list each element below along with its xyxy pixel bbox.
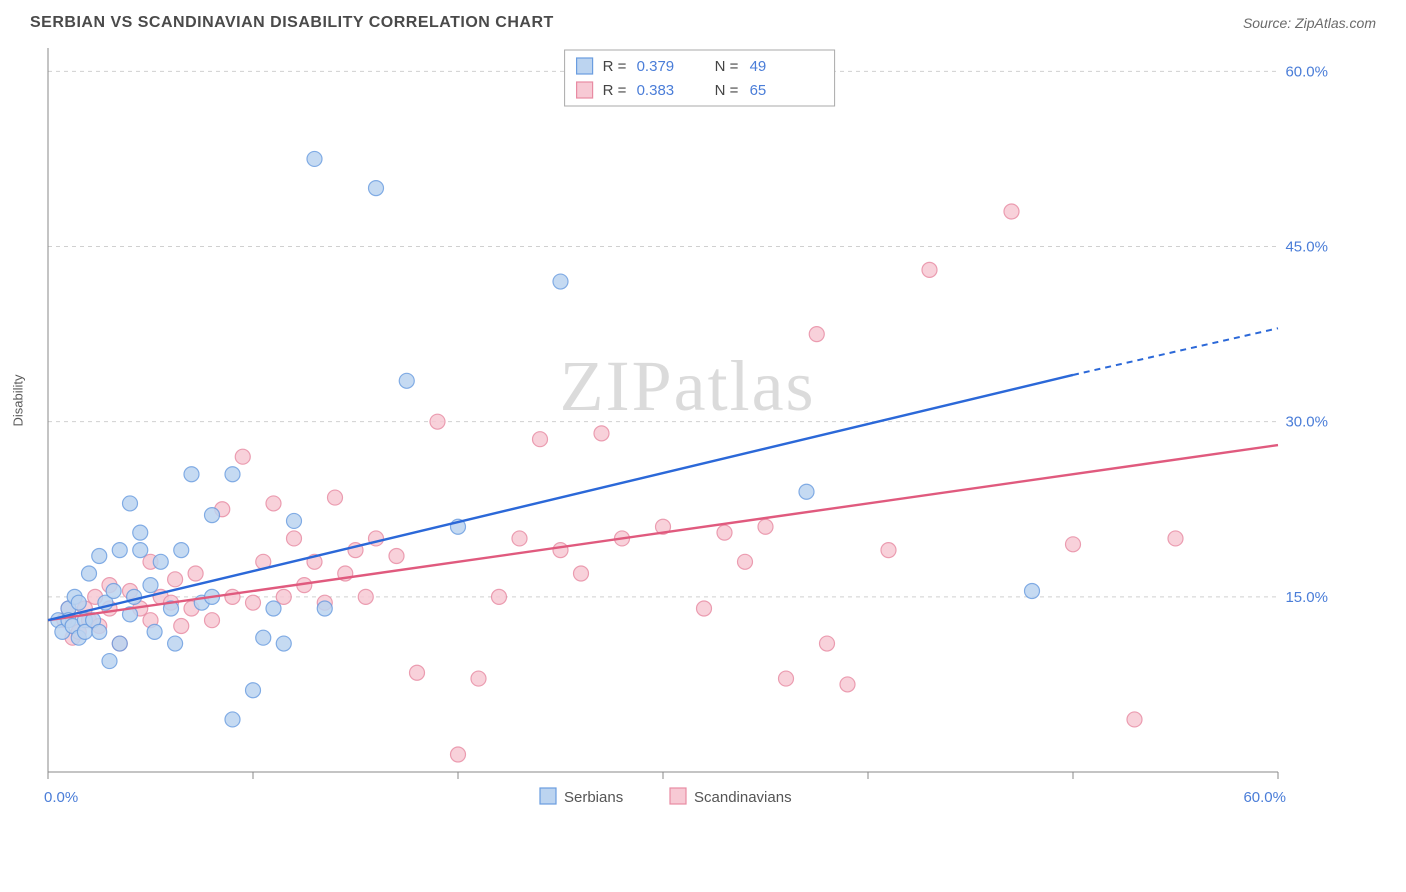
- data-point: [717, 525, 732, 540]
- data-point: [112, 543, 127, 558]
- data-point: [799, 484, 814, 499]
- data-point: [123, 496, 138, 511]
- y-tick-label: 15.0%: [1285, 589, 1328, 606]
- y-tick-label: 30.0%: [1285, 414, 1328, 431]
- data-point: [127, 589, 142, 604]
- legend-n-pink: 65: [750, 82, 767, 99]
- data-point: [174, 543, 189, 558]
- data-point: [235, 449, 250, 464]
- data-point: [307, 151, 322, 166]
- data-point: [389, 548, 404, 563]
- data-point: [92, 548, 107, 563]
- data-point: [188, 566, 203, 581]
- data-point: [225, 467, 240, 482]
- data-point: [317, 601, 332, 616]
- data-point: [266, 496, 281, 511]
- legend-r-pink: 0.383: [637, 82, 675, 99]
- chart-container: Disability 15.0%30.0%45.0%60.0%0.0%60.0%…: [30, 40, 1376, 850]
- data-point: [881, 543, 896, 558]
- data-point: [1025, 584, 1040, 599]
- data-point: [246, 595, 261, 610]
- data-point: [471, 671, 486, 686]
- data-point: [820, 636, 835, 651]
- legend-n-label: N =: [715, 58, 739, 75]
- data-point: [225, 712, 240, 727]
- bottom-swatch-blue: [540, 788, 556, 804]
- data-point: [256, 630, 271, 645]
- x-start-label: 0.0%: [44, 789, 78, 806]
- data-point: [369, 181, 384, 196]
- data-point: [779, 671, 794, 686]
- scatter-chart: 15.0% 30.0% 45.0% 60.0% 0.0% 60.0% ZIPatlas R =…: [30, 40, 1340, 850]
- data-point: [574, 566, 589, 581]
- data-point: [153, 554, 168, 569]
- data-point: [410, 665, 425, 680]
- bottom-legend-pink: Scandinavians: [694, 789, 792, 806]
- data-point: [533, 432, 548, 447]
- data-point: [430, 414, 445, 429]
- data-point: [133, 543, 148, 558]
- data-point: [922, 262, 937, 277]
- data-point: [246, 683, 261, 698]
- trendline-blue-ext: [1073, 328, 1278, 375]
- legend-r-blue: 0.379: [637, 58, 675, 75]
- source-attribution: Source: ZipAtlas.com: [1243, 15, 1376, 31]
- data-point: [133, 525, 148, 540]
- data-point: [738, 554, 753, 569]
- data-point: [71, 595, 86, 610]
- legend-r-label: R =: [603, 58, 627, 75]
- data-point: [287, 513, 302, 528]
- data-point: [143, 578, 158, 593]
- data-point: [358, 589, 373, 604]
- data-point: [1066, 537, 1081, 552]
- data-point: [1004, 204, 1019, 219]
- data-point: [553, 543, 568, 558]
- data-point: [184, 467, 199, 482]
- data-point: [1127, 712, 1142, 727]
- data-point: [451, 747, 466, 762]
- data-point: [328, 490, 343, 505]
- data-point: [147, 624, 162, 639]
- data-point: [492, 589, 507, 604]
- data-point: [553, 274, 568, 289]
- data-point: [512, 531, 527, 546]
- data-point: [168, 636, 183, 651]
- data-point: [697, 601, 712, 616]
- legend-swatch-blue: [577, 58, 593, 74]
- data-point: [809, 327, 824, 342]
- data-point: [205, 508, 220, 523]
- data-point: [174, 619, 189, 634]
- data-point: [758, 519, 773, 534]
- bottom-legend-blue: Serbians: [564, 789, 623, 806]
- data-point: [276, 636, 291, 651]
- y-tick-label: 60.0%: [1285, 63, 1328, 80]
- x-end-label: 60.0%: [1243, 789, 1286, 806]
- data-point: [594, 426, 609, 441]
- data-point: [82, 566, 97, 581]
- y-tick-label: 45.0%: [1285, 239, 1328, 256]
- watermark: ZIPatlas: [560, 346, 816, 426]
- y-axis-label: Disability: [11, 374, 26, 426]
- data-point: [112, 636, 127, 651]
- data-point: [266, 601, 281, 616]
- legend-n-label: N =: [715, 82, 739, 99]
- data-point: [102, 654, 117, 669]
- data-point: [287, 531, 302, 546]
- legend-r-label: R =: [603, 82, 627, 99]
- chart-title: SERBIAN VS SCANDINAVIAN DISABILITY CORRE…: [30, 14, 554, 32]
- data-point: [205, 613, 220, 628]
- data-point: [168, 572, 183, 587]
- bottom-swatch-pink: [670, 788, 686, 804]
- data-point: [1168, 531, 1183, 546]
- data-point: [106, 584, 121, 599]
- legend-swatch-pink: [577, 82, 593, 98]
- data-point: [399, 373, 414, 388]
- data-point: [276, 589, 291, 604]
- data-point: [92, 624, 107, 639]
- data-point: [225, 589, 240, 604]
- legend-n-blue: 49: [750, 58, 767, 75]
- data-point: [840, 677, 855, 692]
